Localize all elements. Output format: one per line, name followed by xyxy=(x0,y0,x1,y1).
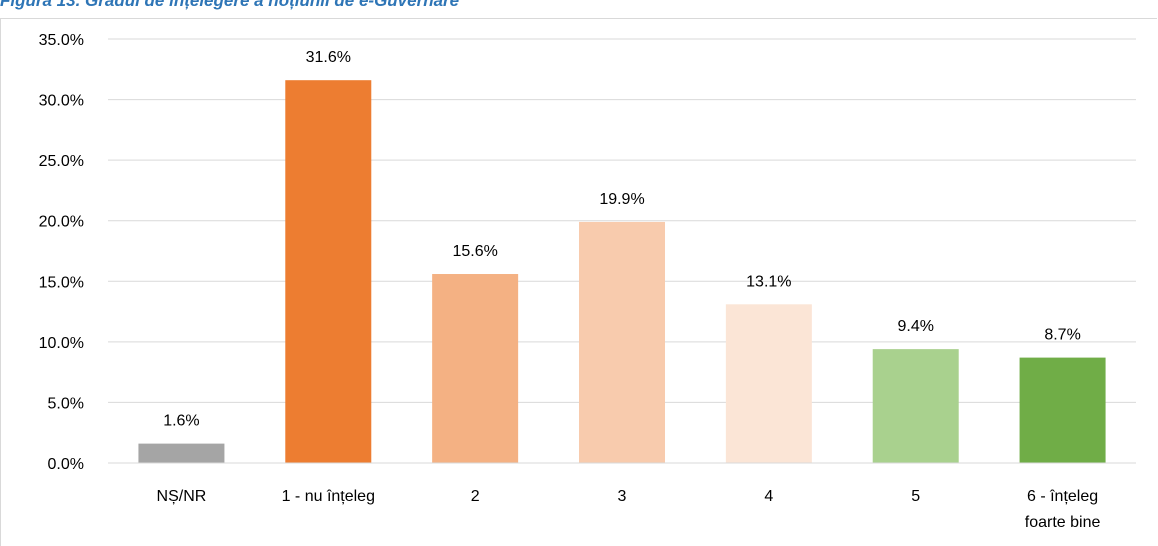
data-label: 8.7% xyxy=(1044,327,1080,344)
bar xyxy=(872,349,959,463)
bar xyxy=(432,274,519,463)
x-tick-label: 6 - înțeleg foarte bine xyxy=(1025,488,1101,531)
x-tick-label: 5 xyxy=(911,488,920,505)
y-tick-label: 35.0% xyxy=(39,32,84,49)
y-tick-label: 0.0% xyxy=(48,456,84,473)
chart-title: Figura 13. Gradul de înțelegere a noțiun… xyxy=(0,0,460,10)
bar xyxy=(285,80,372,463)
data-label: 13.1% xyxy=(746,273,791,290)
bar xyxy=(579,221,665,463)
data-labels: 1.6% 31.6% 15.6% 19.9% 13.1% 9.4% 8.7% xyxy=(163,49,1081,429)
data-label: 1.6% xyxy=(163,413,199,430)
data-label: 9.4% xyxy=(897,318,933,335)
x-tick-label: 2 xyxy=(471,488,480,505)
bars xyxy=(138,80,1106,463)
y-tick-label: 20.0% xyxy=(39,214,84,231)
x-tick-label: 1 - nu înțeleg xyxy=(282,488,375,505)
x-tick-label: NȘ/NR xyxy=(157,488,207,505)
y-tick-label: 10.0% xyxy=(39,335,84,352)
data-label: 19.9% xyxy=(599,191,644,208)
bar xyxy=(138,443,225,463)
bar xyxy=(1019,357,1106,463)
y-axis-ticks: 0.0% 5.0% 10.0% 15.0% 20.0% 25.0% 30.0% 35.0% xyxy=(39,32,84,473)
data-label: 15.6% xyxy=(452,243,497,260)
data-label: 31.6% xyxy=(306,49,351,66)
x-tick-label: 4 xyxy=(764,488,773,505)
y-tick-label: 5.0% xyxy=(48,395,84,412)
x-axis-labels: NȘ/NR 1 - nu înțeleg 2 3 4 5 6 - înțeleg foarte… xyxy=(157,488,1101,531)
y-tick-label: 30.0% xyxy=(39,93,84,110)
y-tick-label: 15.0% xyxy=(39,274,84,291)
bar xyxy=(725,304,812,463)
x-tick-label: 3 xyxy=(618,488,627,505)
y-tick-label: 25.0% xyxy=(39,153,84,170)
chart-frame xyxy=(0,18,1157,546)
